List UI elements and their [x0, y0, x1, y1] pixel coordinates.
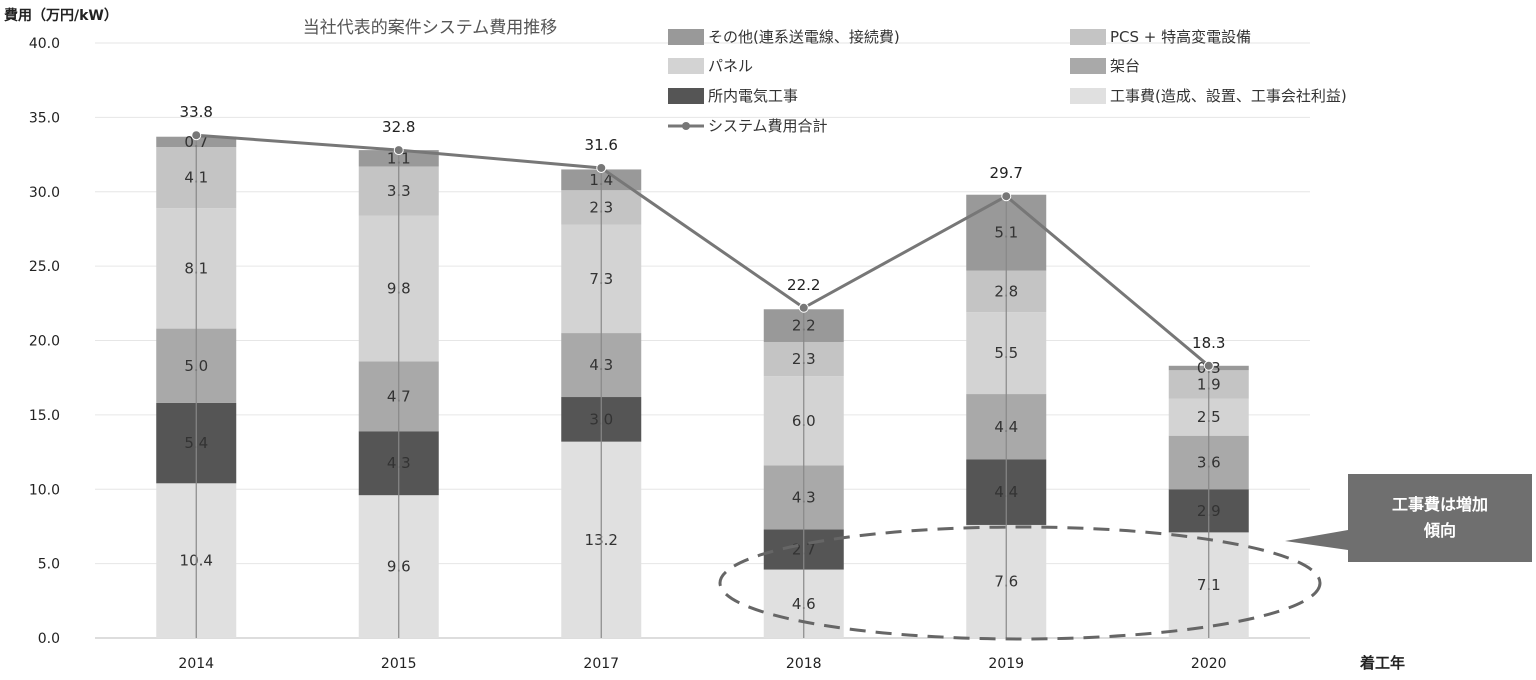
y-axis-label: 費用（万円/kW） — [4, 7, 118, 24]
legend-swatch — [1070, 88, 1106, 104]
total-point — [393, 145, 404, 156]
total-line: 33.8 32.8 31.6 22.2 29.7 18.3 — [180, 103, 1225, 638]
bars: 10.45.45.08.14.10.79.64.34.79.83.31.113.… — [156, 133, 1249, 638]
y-tick-label: 35.0 — [29, 110, 60, 126]
total-point — [1001, 191, 1012, 202]
legend-label: パネル — [708, 57, 753, 75]
x-tick-label: 2020 — [1191, 656, 1227, 672]
legend-swatch — [1070, 58, 1106, 74]
legend-swatch — [668, 58, 704, 74]
total-line-path — [196, 133, 1210, 367]
total-point — [191, 130, 202, 141]
legend-label: 所内電気工事 — [708, 87, 798, 105]
legend-label: 工事費(造成、設置、工事会社利益) — [1110, 87, 1347, 105]
y-tick-label: 0.0 — [38, 631, 60, 647]
total-label: 31.6 — [585, 136, 618, 154]
legend-swatch — [668, 88, 704, 104]
highlight-ellipse — [718, 525, 1322, 641]
legend-line-marker — [682, 122, 690, 130]
y-tick-label: 40.0 — [29, 36, 60, 52]
grid-lines — [95, 42, 1310, 639]
axes: 0.0 5.0 10.0 15.0 20.0 25.0 30.0 35.0 40.0 2014 20… — [29, 36, 1227, 672]
total-label: 33.8 — [180, 103, 213, 121]
total-label: 29.7 — [990, 164, 1023, 182]
legend-swatch — [668, 29, 704, 45]
total-point — [596, 162, 607, 173]
x-tick-label: 2014 — [178, 656, 214, 672]
y-tick-label: 5.0 — [38, 557, 60, 573]
y-tick-label: 15.0 — [29, 408, 60, 424]
total-label: 18.3 — [1192, 334, 1225, 352]
callout-line-2: 傾向 — [1423, 521, 1456, 540]
x-tick-label: 2017 — [583, 656, 619, 672]
x-tick-label: 2018 — [786, 656, 822, 672]
x-axis-label: 着工年 — [1359, 654, 1405, 672]
total-point — [1203, 360, 1214, 371]
x-tick-label: 2015 — [381, 656, 417, 672]
legend-label: PCS + 特高変電設備 — [1110, 28, 1251, 46]
total-point — [798, 302, 809, 313]
x-tick-label: 2019 — [988, 656, 1024, 672]
total-label: 22.2 — [787, 276, 820, 294]
y-tick-label: 30.0 — [29, 185, 60, 201]
legend-label: システム費用合計 — [708, 117, 828, 135]
y-tick-label: 25.0 — [29, 259, 60, 275]
legend-label: 架台 — [1110, 57, 1140, 75]
chart-title: 当社代表的案件システム費用推移 — [303, 18, 558, 38]
legend-swatch — [1070, 29, 1106, 45]
total-label: 32.8 — [382, 118, 415, 136]
y-tick-label: 20.0 — [29, 334, 60, 350]
annotation: 工事費は増加 傾向 — [718, 474, 1532, 641]
callout-box — [1285, 474, 1532, 562]
y-tick-label: 10.0 — [29, 482, 60, 498]
legend-label: その他(連系送電線、接続費) — [708, 28, 900, 46]
callout-line-1: 工事費は増加 — [1392, 495, 1488, 514]
